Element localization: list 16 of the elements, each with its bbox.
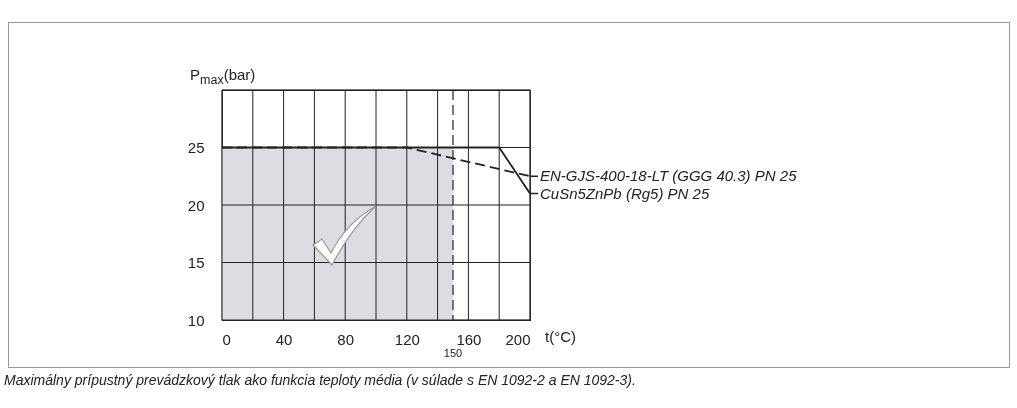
- legend-label: EN-GJS-400-18-LT (GGG 40.3) PN 25: [540, 167, 798, 185]
- y-tick-label: 25: [187, 139, 205, 156]
- y-tick-label: 15: [187, 254, 205, 271]
- legend-label: CuSn5ZnPb (Rg5) PN 25: [540, 184, 710, 202]
- y-tick-label: 10: [187, 311, 205, 329]
- y-axis-title: P$_{max}$(bar): [190, 66, 256, 87]
- x-tick-label: 200: [505, 330, 531, 348]
- ref-line-label: 150: [443, 347, 463, 359]
- text: Maximálny prípustný prevádzkový tlak ako funkcia teploty média (v súlade s EN 1092-2 a EN 1092-3).: [4, 372, 636, 388]
- x-tick-label: 40: [275, 330, 293, 348]
- x-tick-label: 120: [394, 330, 420, 348]
- x-tick-label: 160: [456, 330, 482, 348]
- x-tick-label: 80: [337, 330, 355, 348]
- x-tick-label: 0: [222, 330, 231, 348]
- x-axis-title: t(°C): [545, 328, 576, 345]
- y-tick-label: 20: [187, 196, 205, 214]
